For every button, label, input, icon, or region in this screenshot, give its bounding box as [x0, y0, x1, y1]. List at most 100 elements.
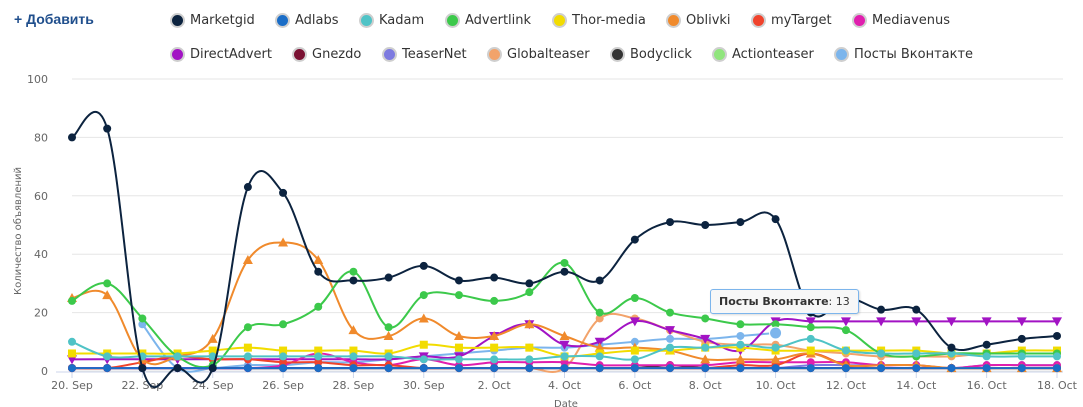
data-point[interactable] — [314, 364, 323, 373]
data-point[interactable] — [490, 364, 499, 373]
data-point[interactable] — [279, 358, 288, 367]
data-point[interactable] — [947, 349, 956, 358]
data-point[interactable] — [419, 355, 428, 364]
data-point[interactable] — [208, 346, 217, 355]
data-point[interactable] — [419, 291, 428, 300]
data-point[interactable] — [524, 319, 535, 329]
data-point[interactable] — [877, 364, 886, 373]
data-point[interactable] — [806, 323, 815, 332]
data-point[interactable] — [701, 343, 710, 352]
data-point[interactable] — [419, 261, 428, 270]
data-point[interactable] — [525, 364, 534, 373]
data-point[interactable] — [630, 355, 639, 364]
data-point[interactable] — [946, 317, 957, 327]
data-point[interactable] — [806, 364, 815, 373]
data-point[interactable] — [454, 355, 463, 364]
legend-item-directadvert[interactable]: DirectAdvert — [170, 42, 272, 66]
data-point[interactable] — [560, 364, 569, 373]
data-point[interactable] — [630, 294, 639, 302]
data-point[interactable] — [68, 337, 76, 346]
data-point[interactable] — [103, 364, 112, 373]
data-point[interactable] — [314, 302, 323, 311]
legend-item-teasernet[interactable]: TeaserNet — [382, 42, 467, 66]
data-point[interactable] — [841, 364, 850, 373]
data-point[interactable] — [454, 291, 463, 300]
data-point[interactable] — [525, 279, 534, 288]
data-point[interactable] — [68, 133, 76, 142]
data-point[interactable] — [173, 364, 182, 373]
data-point[interactable] — [384, 273, 393, 282]
data-point[interactable] — [560, 352, 569, 361]
data-point[interactable] — [911, 317, 922, 327]
data-point[interactable] — [701, 364, 710, 373]
data-point[interactable] — [313, 255, 324, 265]
data-point[interactable] — [68, 364, 76, 373]
data-point[interactable] — [490, 296, 499, 305]
add-button[interactable]: + Добавить — [14, 11, 94, 27]
data-point[interactable] — [279, 320, 288, 329]
data-point[interactable] — [349, 352, 358, 361]
data-point[interactable] — [736, 331, 745, 340]
data-point[interactable] — [1053, 352, 1061, 361]
data-point[interactable] — [877, 349, 886, 358]
data-point[interactable] — [560, 258, 569, 267]
data-point[interactable] — [349, 346, 358, 355]
data-point[interactable] — [806, 358, 815, 367]
data-point[interactable] — [67, 355, 77, 365]
data-point[interactable] — [841, 346, 850, 355]
legend-item-kadam[interactable]: Kadam — [359, 8, 424, 32]
data-point[interactable] — [665, 326, 676, 336]
data-point[interactable] — [630, 346, 639, 355]
data-point[interactable] — [68, 349, 76, 358]
data-point[interactable] — [243, 323, 252, 332]
data-point[interactable] — [138, 314, 147, 323]
data-point[interactable] — [736, 340, 745, 349]
legend-item-mediavenus[interactable]: Mediavenus — [852, 8, 950, 32]
data-point[interactable] — [525, 343, 534, 352]
data-point[interactable] — [559, 340, 570, 350]
data-point[interactable] — [877, 305, 886, 314]
data-point[interactable] — [805, 317, 816, 327]
data-point[interactable] — [594, 342, 605, 352]
data-point[interactable] — [771, 320, 780, 329]
data-point[interactable] — [314, 267, 323, 276]
data-point[interactable] — [454, 364, 463, 373]
data-point[interactable] — [666, 343, 675, 352]
data-point[interactable] — [912, 305, 921, 314]
legend-item-bodyclick[interactable]: Bodyclick — [610, 42, 692, 66]
data-point[interactable] — [525, 355, 534, 364]
data-point[interactable] — [700, 354, 711, 364]
data-point[interactable] — [383, 330, 394, 340]
data-point[interactable] — [771, 364, 780, 373]
legend-item-series-14[interactable]: Посты Вконтакте — [834, 42, 973, 66]
data-point[interactable] — [666, 364, 675, 373]
legend-item-adlabs[interactable]: Adlabs — [275, 8, 339, 32]
data-point[interactable] — [1053, 331, 1061, 340]
data-point[interactable] — [279, 352, 288, 361]
data-point[interactable] — [490, 343, 499, 352]
data-point[interactable] — [594, 337, 605, 347]
data-point[interactable] — [1017, 352, 1026, 361]
data-point[interactable] — [384, 323, 393, 332]
data-point[interactable] — [770, 354, 781, 364]
data-point[interactable] — [666, 334, 675, 343]
data-point[interactable] — [349, 276, 358, 285]
data-point[interactable] — [982, 352, 991, 361]
data-point[interactable] — [806, 346, 815, 355]
data-point[interactable] — [525, 288, 534, 297]
data-point[interactable] — [771, 215, 780, 224]
legend-item-globalteaser[interactable]: Globalteaser — [487, 42, 590, 66]
data-point[interactable] — [736, 218, 745, 227]
data-point[interactable] — [453, 330, 464, 340]
data-point[interactable] — [700, 334, 711, 344]
data-point[interactable] — [454, 343, 463, 352]
data-point[interactable] — [102, 290, 113, 300]
data-point[interactable] — [489, 330, 500, 340]
data-point[interactable] — [349, 267, 358, 276]
data-point[interactable] — [806, 334, 815, 343]
data-point[interactable] — [982, 340, 991, 349]
data-point[interactable] — [278, 237, 289, 247]
data-point[interactable] — [595, 364, 604, 373]
legend-item-thor-media[interactable]: Thor-media — [552, 8, 646, 32]
data-point[interactable] — [419, 340, 428, 349]
